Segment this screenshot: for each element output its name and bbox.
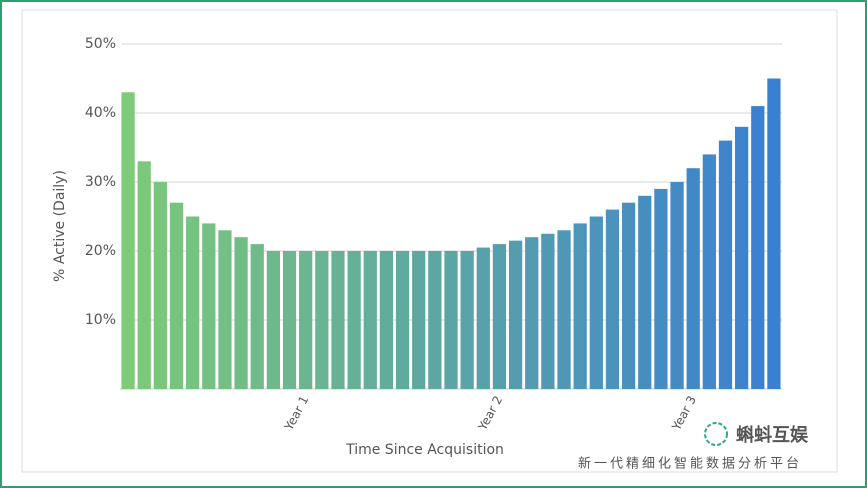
bar (476, 247, 490, 389)
bar (621, 202, 636, 389)
bar (315, 251, 329, 389)
bar (444, 251, 458, 389)
bar (718, 140, 733, 389)
bar (735, 126, 749, 390)
bar (428, 251, 442, 389)
bar (202, 223, 216, 389)
y-tick-label: 50% (85, 36, 116, 52)
bar (686, 168, 700, 389)
watermark-brand: 蝌蚪互娱 (736, 424, 809, 446)
y-tick-label: 10% (85, 312, 116, 328)
y-axis-title: % Active (Daily) (52, 170, 68, 282)
watermark-tagline: 新一代精细化智能数据分析平台 (578, 456, 802, 472)
bar (234, 237, 248, 389)
bar (282, 251, 297, 389)
bar (363, 251, 377, 389)
watermark-logo (704, 422, 728, 446)
bar (299, 251, 313, 389)
bar (347, 251, 361, 389)
bar (169, 202, 184, 389)
bar (412, 251, 426, 389)
bar (250, 244, 264, 389)
bar (751, 106, 765, 389)
bar (573, 223, 587, 389)
panel (21, 9, 838, 473)
y-tick-label: 30% (85, 174, 116, 190)
bar (395, 251, 410, 389)
bar (492, 244, 507, 389)
bar (218, 230, 232, 389)
bar (153, 182, 167, 389)
bar (525, 237, 539, 389)
bar (186, 216, 200, 389)
x-axis-title: Time Since Acquisition (345, 442, 504, 458)
bar (266, 251, 281, 389)
bar (589, 216, 603, 389)
bar (767, 78, 781, 389)
bar (541, 233, 555, 389)
bar (460, 251, 474, 389)
bar (654, 188, 668, 389)
bar (557, 230, 571, 389)
bar (508, 240, 523, 389)
bar (605, 209, 620, 389)
bar (121, 92, 135, 390)
bar (638, 195, 652, 389)
bar (137, 161, 151, 389)
bar (331, 251, 345, 389)
bar (702, 154, 716, 389)
bar (379, 251, 394, 389)
bar (670, 182, 684, 389)
y-tick-label: 20% (85, 243, 116, 259)
y-tick-label: 40% (85, 105, 116, 121)
